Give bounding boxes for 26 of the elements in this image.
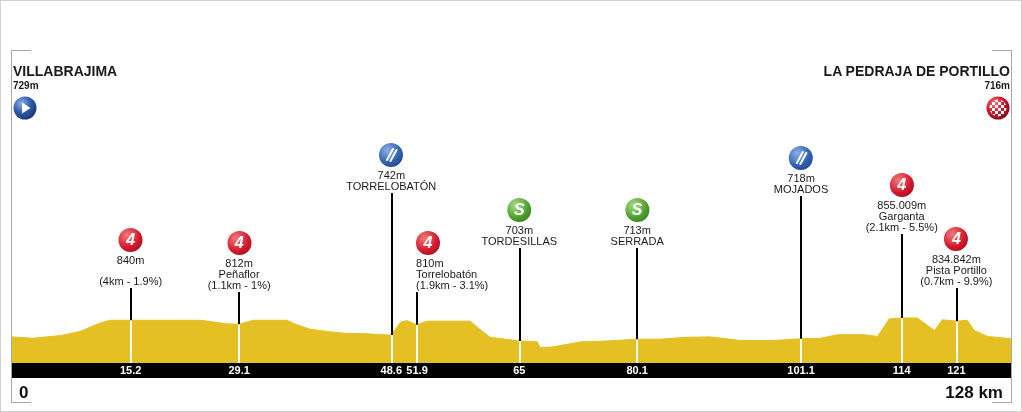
text: 0 [19, 383, 29, 402]
badge-icon: 4 [416, 231, 441, 255]
badge-icon: 4 [227, 231, 252, 255]
x-tick-label: 121 [947, 363, 966, 376]
x-tick-label: 80.1 [626, 363, 648, 376]
x-tick-label: 51.9 [406, 363, 428, 376]
x-tick-label: 29.1 [228, 363, 250, 376]
text: VILLABRAJIMA 729m [13, 63, 118, 92]
badge-icon: 4 [118, 228, 143, 252]
text: 718m MOJADOS [773, 172, 829, 195]
x-tick-label: 48.6 [380, 363, 403, 376]
badge-icon: 4 [889, 173, 914, 197]
x-tick-label: 65 [513, 363, 526, 376]
text: 128 km [945, 383, 1003, 402]
text: 713m SERRADA [610, 224, 664, 247]
text: 742m TORRELOBATÓN [346, 169, 437, 192]
badge-icon: S [507, 198, 532, 222]
text: LA PEDRAJA DE PORTILLO 716m [823, 63, 1010, 92]
x-tick-label: 101.1 [787, 363, 815, 376]
badge-icon: S [625, 198, 650, 222]
x-tick-label: 114 [892, 363, 912, 376]
annotation: 4 812m Peñaflor (1.1km - 1%) [207, 234, 271, 291]
annotation: 4 840m (4km - 1.9%) [99, 231, 163, 287]
badge-icon: 4 [944, 227, 969, 251]
text: 703m TORDESILLAS [481, 224, 558, 247]
x-tick-label: 15.2 [119, 363, 142, 376]
